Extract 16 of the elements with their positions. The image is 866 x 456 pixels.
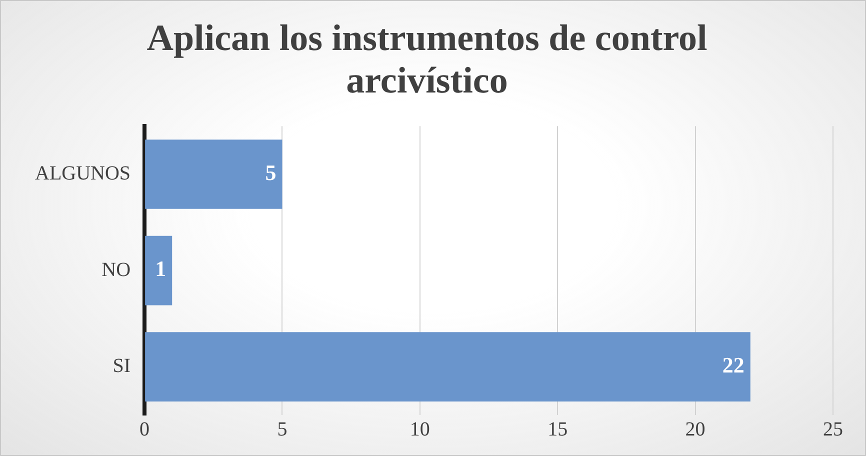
y-tick-label: NO (102, 258, 131, 281)
y-tick-label: SI (112, 355, 131, 378)
data-label: 5 (265, 160, 276, 185)
x-tick-label: 5 (277, 418, 288, 440)
x-tick-label: 15 (548, 418, 568, 440)
data-label: 22 (722, 352, 744, 378)
x-tick-label: 10 (410, 418, 430, 440)
bar (145, 332, 750, 402)
x-tick-label: 20 (685, 418, 706, 440)
y-tick-label: ALGUNOS (34, 162, 131, 184)
x-tick-label: 25 (823, 418, 843, 440)
data-label: 1 (155, 256, 166, 282)
bar (145, 140, 282, 209)
bar (145, 236, 172, 306)
x-tick-label: 0 (140, 418, 150, 440)
chart-title: Aplican los instrumentos de control arcivístico (146, 18, 708, 102)
